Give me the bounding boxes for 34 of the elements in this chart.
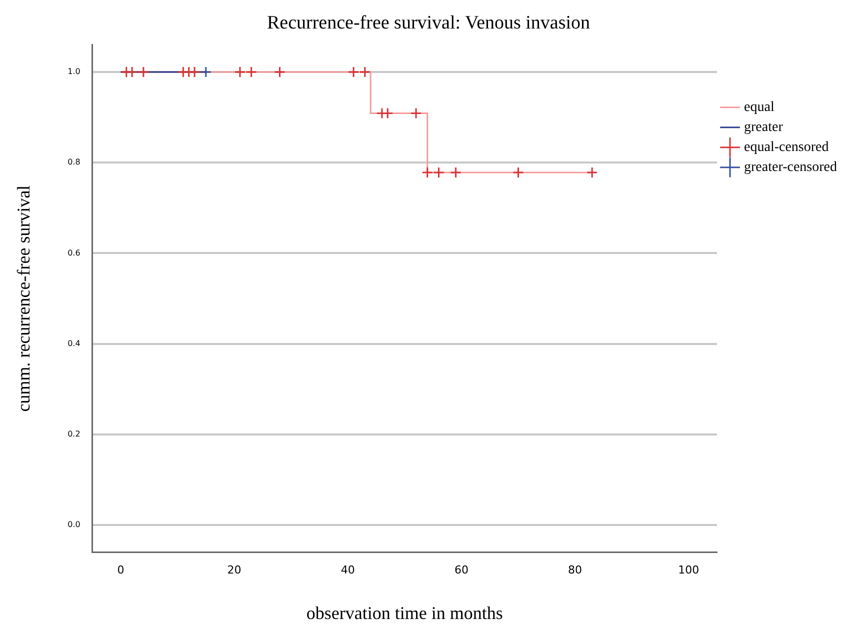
y-tick-label: 0.2 bbox=[68, 429, 80, 438]
point bbox=[512, 166, 524, 178]
x-tick-label: 100 bbox=[678, 564, 700, 577]
point bbox=[422, 166, 434, 178]
legend-label: greater-censored bbox=[744, 160, 838, 176]
point bbox=[200, 66, 212, 78]
legend-label: equal-censored bbox=[744, 140, 829, 156]
point bbox=[359, 66, 371, 78]
point bbox=[234, 66, 246, 78]
x-tick-label: 0 bbox=[117, 564, 124, 577]
y-tick-label: 1.0 bbox=[68, 67, 80, 76]
point bbox=[586, 166, 598, 178]
point bbox=[410, 107, 422, 119]
legend-label: equal bbox=[744, 100, 774, 116]
point bbox=[126, 66, 138, 78]
point bbox=[274, 66, 286, 78]
point bbox=[138, 66, 150, 78]
x-tick-label: 80 bbox=[568, 564, 582, 577]
point bbox=[348, 66, 360, 78]
y-tick-label: 0.8 bbox=[68, 158, 80, 167]
x-tick-label: 60 bbox=[454, 564, 468, 577]
y-tick-label: 0.4 bbox=[68, 338, 80, 348]
point bbox=[432, 166, 444, 178]
point bbox=[246, 66, 258, 78]
point bbox=[450, 166, 462, 178]
legend-label: greater bbox=[744, 120, 784, 136]
x-axis-title: observation time in months bbox=[306, 602, 503, 623]
y-tick-label: 0.0 bbox=[68, 520, 80, 530]
x-tick-label: 20 bbox=[227, 564, 242, 577]
point bbox=[188, 66, 200, 78]
x-tick-label: 40 bbox=[340, 564, 355, 577]
y-axis-title: cumm. recurrence-free survival bbox=[14, 185, 34, 412]
y-tick-label: 0.6 bbox=[68, 248, 80, 258]
chart-title: Recurrence-free survival: Venous invasion bbox=[266, 12, 591, 34]
